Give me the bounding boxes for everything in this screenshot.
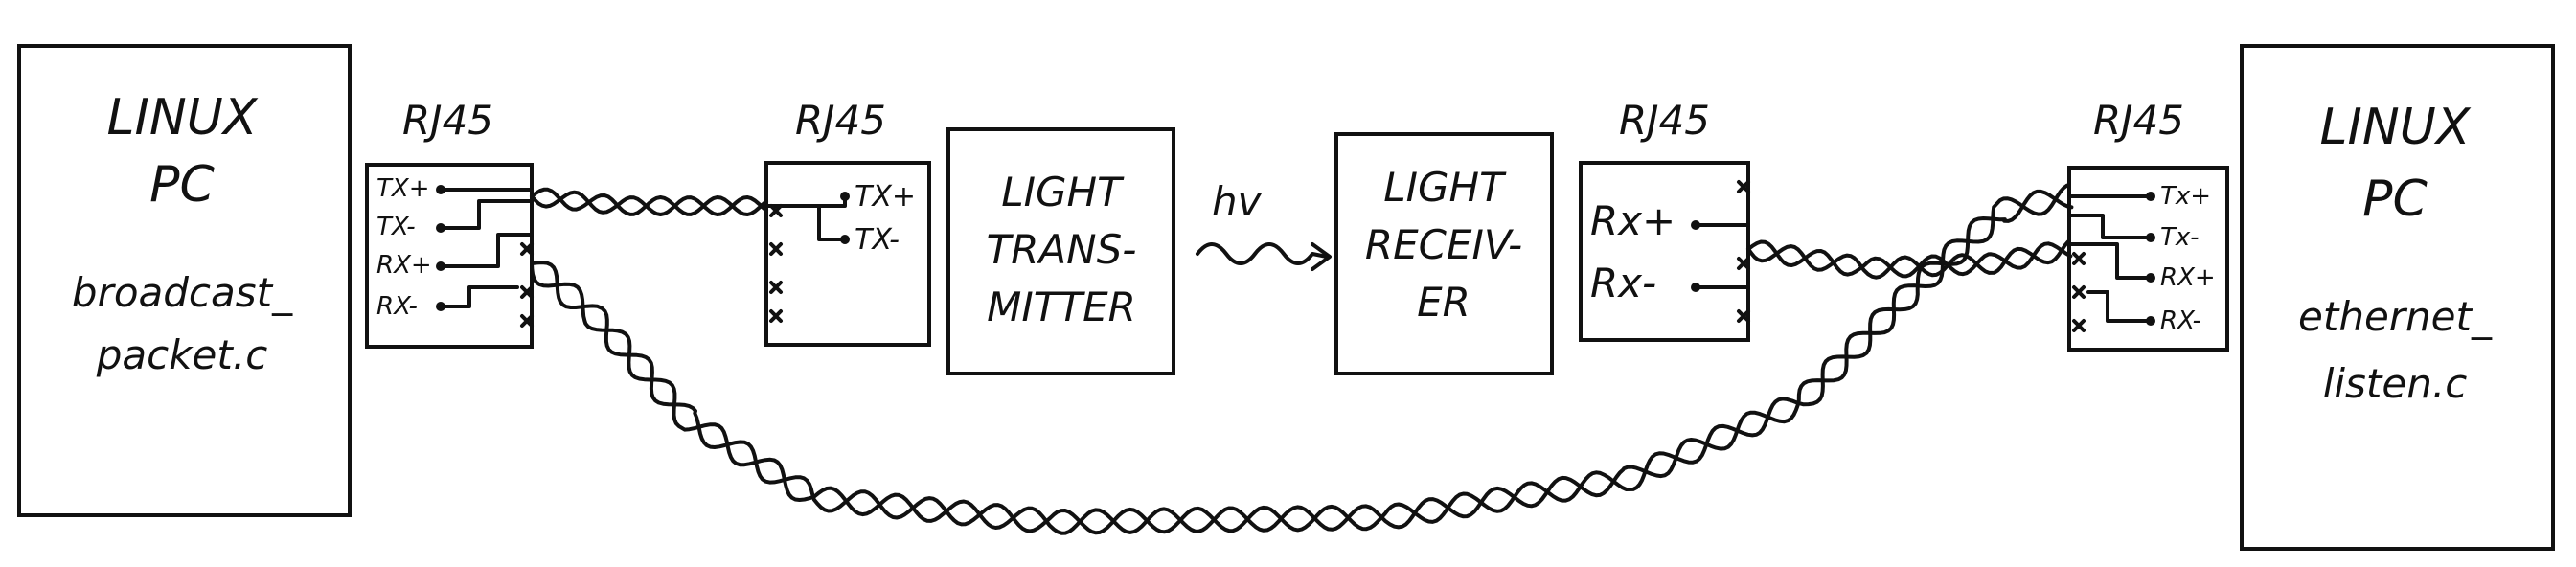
transmitter-rj45-jack: RJ45 TX+ TX-: [764, 97, 931, 347]
right-rj45-jack: RJ45 Tx+ Tx- RX+ RX-: [2067, 97, 2229, 352]
transmitter-line1: LIGHT: [1001, 169, 1125, 215]
right-pin-tx-plus: Tx+: [2160, 182, 2211, 211]
receiver-pin-rx-plus: Rx+: [1590, 197, 1676, 244]
light-signal: hv: [1196, 178, 1332, 271]
left-pin-tx-minus: TX-: [376, 213, 416, 241]
left-pc-type-label: PC: [149, 156, 215, 214]
transmitter-line3: MITTER: [987, 284, 1136, 330]
twisted-pair-cables: [530, 183, 2074, 535]
light-wave-arrow: [1196, 242, 1329, 265]
right-pin-rx-minus: RX-: [2160, 306, 2201, 335]
tx-cable-strand-2: [530, 187, 768, 216]
left-pc-box: [17, 44, 352, 517]
right-pc-program-line1: ethernet_: [2298, 293, 2493, 340]
right-pc-os-label: LINUX: [2320, 99, 2472, 156]
left-pin-tx-plus: TX+: [376, 174, 429, 203]
transmitter-rj45-label: RJ45: [795, 97, 886, 144]
left-linux-pc: LINUX PC broadcast_ packet.c: [17, 44, 352, 517]
light-transmitter-box: [946, 127, 1175, 375]
right-pc-type-label: PC: [2362, 170, 2428, 228]
right-pc-box: [2240, 44, 2555, 551]
tx-cable-strand-1: [530, 190, 768, 216]
left-pc-program-line1: broadcast_: [72, 269, 293, 316]
left-pc-os-label: LINUX: [107, 89, 259, 147]
signal-label: hv: [1212, 178, 1263, 225]
rx-cable-strand-2: [1746, 239, 2073, 279]
transmitter-pin-tx-minus: TX-: [855, 223, 900, 257]
transmitter-pin-tx-plus: TX+: [855, 180, 916, 214]
left-rj45-jack: RJ45 TX+ TX- RX+ RX-: [365, 97, 534, 349]
receiver-line3: ER: [1417, 279, 1470, 326]
left-pc-program-line2: packet.c: [96, 331, 268, 378]
long-cable-strand-2: [530, 189, 2074, 535]
receiver-rj45-label: RJ45: [1619, 97, 1710, 144]
receiver-rj45-box: [1579, 161, 1750, 342]
light-receiver: LIGHT RECEIV- ER: [1334, 132, 1554, 375]
right-pin-tx-minus: Tx-: [2160, 223, 2200, 252]
right-pin-rx-plus: RX+: [2160, 263, 2216, 292]
right-pc-program-line2: listen.c: [2323, 360, 2468, 407]
left-pin-rx-minus: RX-: [376, 292, 418, 321]
right-rj45-label: RJ45: [2093, 97, 2184, 144]
light-receiver-box: [1334, 132, 1554, 375]
receiver-line2: RECEIV-: [1365, 221, 1522, 268]
rx-cable-strand-1: [1746, 239, 2070, 280]
receiver-line1: LIGHT: [1383, 164, 1507, 211]
receiver-rj45-jack: RJ45 Rx+ Rx-: [1579, 97, 1750, 342]
receiver-pin-rx-minus: Rx-: [1590, 260, 1656, 306]
long-cable-strand-1: [530, 183, 2069, 535]
transmitter-line2: TRANS-: [987, 226, 1137, 273]
left-pin-rx-plus: RX+: [376, 251, 432, 280]
right-linux-pc: LINUX PC ethernet_ listen.c: [2240, 44, 2555, 551]
left-rj45-label: RJ45: [402, 97, 493, 144]
left-rj45-box: [365, 163, 534, 349]
light-transmitter: LIGHT TRANS- MITTER: [946, 127, 1175, 375]
